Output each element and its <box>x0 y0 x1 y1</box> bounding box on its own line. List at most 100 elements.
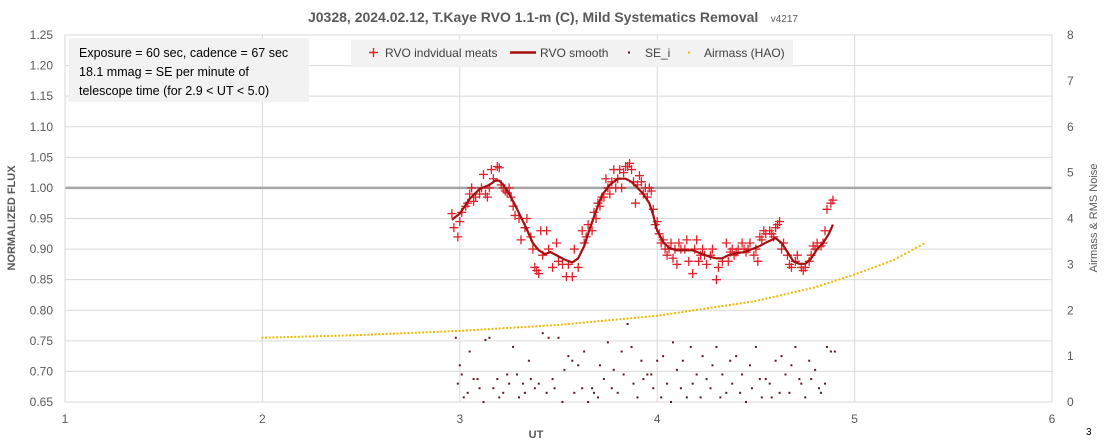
airmass-point <box>772 295 775 298</box>
se-point <box>642 378 645 381</box>
se-point <box>810 378 813 381</box>
se-point <box>721 373 724 376</box>
airmass-point <box>900 254 903 257</box>
measurement-point <box>753 256 763 266</box>
se-point <box>784 373 787 376</box>
measurement-point <box>449 223 459 233</box>
se-point <box>650 373 653 376</box>
airmass-point <box>392 332 395 335</box>
airmass-point <box>754 300 757 303</box>
se-point <box>632 382 635 385</box>
airmass-point <box>798 290 801 293</box>
se-point <box>577 364 580 367</box>
measurement-point <box>486 165 496 175</box>
airmass-point <box>885 261 888 264</box>
se-point <box>482 401 485 403</box>
se-point <box>620 350 623 353</box>
se-point <box>652 387 655 390</box>
measurement-point <box>569 244 579 254</box>
airmass-point <box>801 289 804 292</box>
measurement-point <box>749 250 759 260</box>
airmass-point <box>469 329 472 332</box>
airmass-point <box>440 330 443 333</box>
se-point <box>537 382 540 385</box>
airmass-point <box>812 286 815 289</box>
airmass-point <box>334 334 337 337</box>
measurement-point <box>534 269 544 279</box>
measurement-point <box>698 244 708 254</box>
legend-smooth-label: RVO smooth <box>540 46 608 60</box>
airmass-point <box>301 335 304 338</box>
measurement-point <box>577 226 587 236</box>
airmass-point <box>893 258 896 261</box>
airmass-point <box>776 295 779 298</box>
se-point <box>626 323 629 326</box>
legend-item-smooth: RVO smooth <box>510 46 608 60</box>
airmass-point <box>622 317 625 320</box>
airmass-point <box>853 273 856 276</box>
measurement-point <box>601 174 611 184</box>
x-axis-title: UT <box>529 429 544 441</box>
airmass-point <box>491 327 494 330</box>
airmass-point <box>462 329 465 332</box>
se-point <box>602 378 605 381</box>
airmass-point <box>451 330 454 333</box>
airmass-point <box>593 320 596 323</box>
airmass-point <box>316 335 319 338</box>
airmass-point <box>568 322 571 325</box>
airmass-point <box>615 318 618 321</box>
se-point <box>523 391 526 394</box>
measurement-point <box>820 226 830 236</box>
airmass-point <box>765 297 768 300</box>
se-point <box>610 387 613 390</box>
airmass-point <box>520 326 523 329</box>
airmass-point <box>290 335 293 338</box>
airmass-point <box>874 265 877 268</box>
airmass-point <box>513 326 516 329</box>
airmass-point <box>820 284 823 287</box>
se-point <box>760 396 763 399</box>
airmass-point <box>834 279 837 282</box>
airmass-point <box>374 333 377 336</box>
airmass-point <box>695 308 698 311</box>
measurement-point <box>455 217 465 227</box>
airmass-point <box>338 334 341 337</box>
se-point <box>545 391 548 394</box>
y-axis-ticks: 0.65 0.70 0.75 0.80 0.85 0.90 0.95 1.00 1.05 1.10… <box>30 28 54 409</box>
measurement-point <box>465 189 475 199</box>
se-point <box>596 396 599 399</box>
airmass-point <box>750 300 753 303</box>
airmass-point <box>714 306 717 309</box>
se-point <box>735 355 738 358</box>
airmass-point <box>480 328 483 331</box>
y-tick-label: 1.15 <box>30 89 54 103</box>
measurement-point <box>666 238 676 248</box>
se-point <box>739 391 742 394</box>
airmass-point <box>710 306 713 309</box>
airmass-point <box>666 313 669 316</box>
airmass-point <box>721 305 724 308</box>
airmass-point <box>706 307 709 310</box>
se-point <box>666 382 669 385</box>
airmass-point <box>495 327 498 330</box>
measurement-point <box>786 262 796 272</box>
airmass-point <box>524 325 527 328</box>
airmass-point <box>586 321 589 324</box>
airmass-point <box>761 298 764 301</box>
airmass-point <box>553 324 556 327</box>
airmass-point <box>487 328 490 331</box>
measurement-point <box>707 244 717 254</box>
airmass-point <box>557 323 560 326</box>
measurement-point <box>702 259 712 269</box>
y2-tick-label: 1 <box>1067 349 1074 363</box>
airmass-point <box>422 331 425 334</box>
se-point <box>670 401 673 403</box>
airmass-point <box>330 334 333 337</box>
airmass-point <box>327 334 330 337</box>
airmass-point <box>794 290 797 293</box>
y-tick-label: 0.65 <box>30 395 54 409</box>
y-tick-label: 1.05 <box>30 150 54 164</box>
airmass-point <box>265 336 268 339</box>
airmass-point <box>736 302 739 305</box>
se-point <box>498 396 501 399</box>
